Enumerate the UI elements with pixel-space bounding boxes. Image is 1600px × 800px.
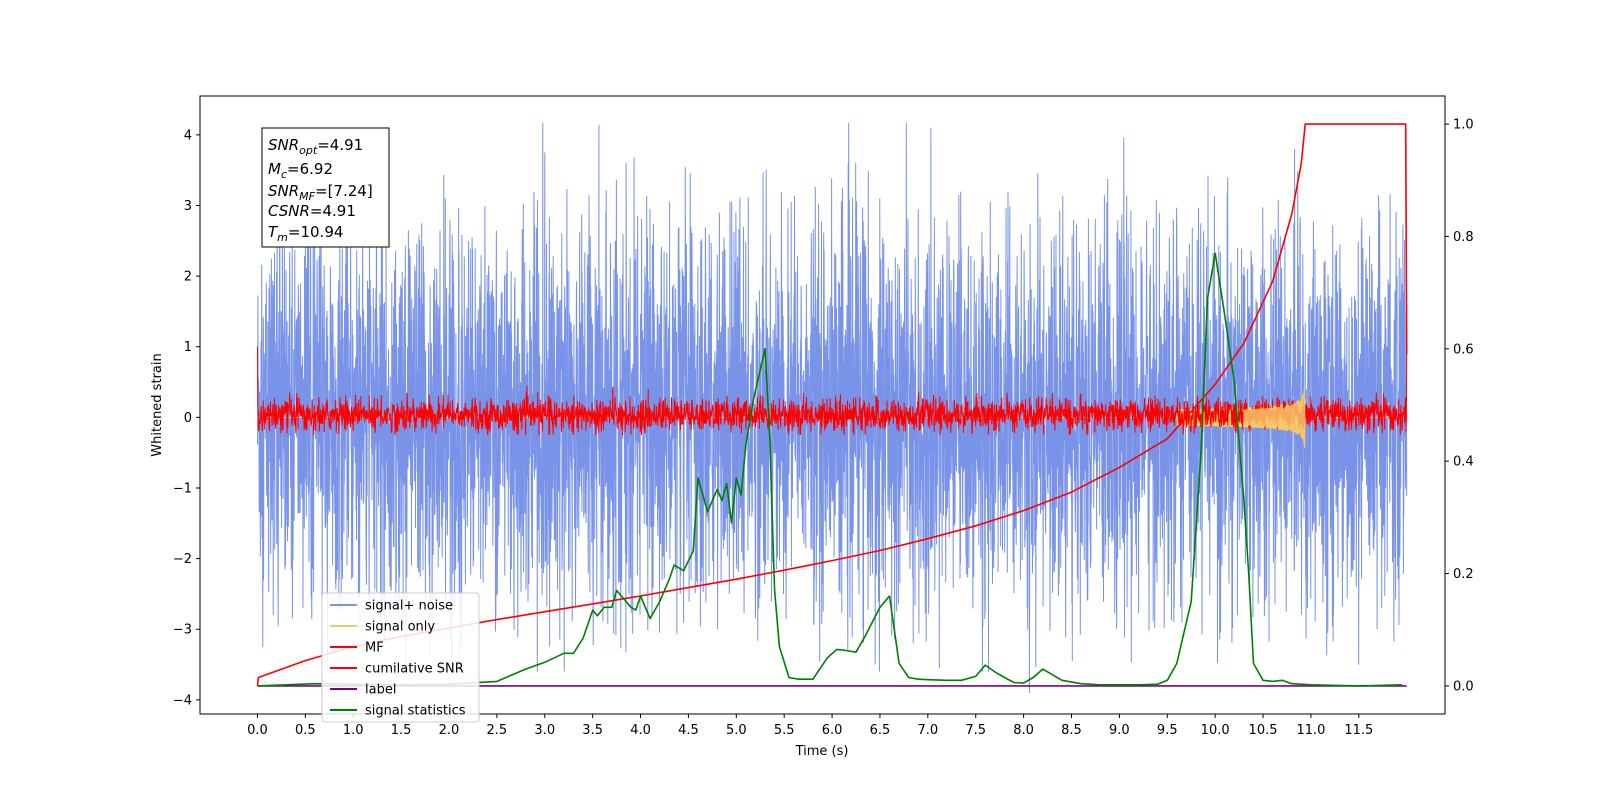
x-tick-label: 8.5: [1061, 723, 1082, 738]
y-axis-label: Whitened strain: [150, 353, 165, 456]
x-axis-label: Time (s): [795, 744, 849, 759]
legend-label: label: [365, 683, 396, 698]
series-signal-only-merger: [1243, 390, 1306, 448]
legend-label: cumilative SNR: [365, 662, 464, 677]
legend-frame: [321, 592, 480, 723]
legend: signal+ noise signal only MF cumilative SNR…: [321, 592, 480, 723]
y-tick-label: −3: [173, 623, 192, 638]
x-tick-label: 1.0: [343, 723, 364, 738]
info-box: SNRopt=4.91 Mc=6.92 SNRMF=[7.24] CSNR=4.…: [261, 127, 390, 248]
x-tick-label: 1.5: [391, 723, 412, 738]
series-mf-line: [257, 346, 1408, 436]
y2-tick-label: 0.0: [1453, 679, 1474, 694]
y2-tick-label: 0.2: [1453, 567, 1474, 582]
info-snr-mf: SNRMF=[7.24]: [268, 182, 373, 203]
x-tick-label: 9.5: [1157, 723, 1178, 738]
legend-label: signal only: [365, 620, 435, 635]
x-tick-label: 8.0: [1013, 723, 1034, 738]
y2-tick-label: 0.8: [1453, 230, 1474, 245]
y-tick-label: 4: [184, 128, 192, 143]
x-tick-label: 11.5: [1344, 723, 1373, 738]
x-tick-label: 0.5: [295, 723, 316, 738]
y2-tick-label: 0.6: [1453, 342, 1474, 357]
plot-frame: [199, 95, 1446, 715]
x-tick-label: 3.0: [534, 723, 555, 738]
series-signal-noise-line: [257, 122, 1408, 693]
y-axis-left: −4 −3 −2 −1 0 1 2 3 4: [173, 128, 200, 708]
x-tick-label: 7.0: [918, 723, 939, 738]
legend-label: signal+ noise: [365, 599, 453, 614]
x-tick-label: 4.5: [678, 723, 699, 738]
series-layer: [256, 122, 1408, 693]
y-axis-right: 0.0 0.2 0.4 0.6 0.8 1.0: [1445, 118, 1474, 694]
info-csnr: CSNR=4.91: [268, 202, 356, 220]
x-tick-label: 6.0: [822, 723, 843, 738]
y-tick-label: −4: [173, 693, 192, 708]
x-tick-label: 4.0: [630, 723, 651, 738]
x-tick-label: 6.5: [870, 723, 891, 738]
x-tick-label: 9.0: [1109, 723, 1130, 738]
y-tick-label: 2: [184, 270, 192, 285]
x-tick-label: 10.5: [1249, 723, 1278, 738]
y-tick-label: 0: [184, 411, 192, 426]
x-tick-label: 10.0: [1201, 723, 1230, 738]
x-tick-label: 2.5: [487, 723, 508, 738]
y-tick-label: −2: [173, 552, 192, 567]
x-axis: 0.0 0.5 1.0 1.5 2.0 2.5 3.0 3.5 4.0 4.5 5.0 5.5 6.0 6…: [247, 714, 1373, 738]
y-tick-label: 3: [184, 199, 192, 214]
info-mc: Mc=6.92: [268, 160, 333, 181]
legend-label: signal statistics: [365, 704, 466, 719]
y-tick-label: 1: [184, 340, 192, 355]
info-box-frame: [261, 127, 390, 248]
legend-label: MF: [365, 641, 384, 656]
x-tick-label: 5.0: [726, 723, 747, 738]
y2-tick-label: 0.4: [1453, 455, 1474, 470]
info-snr-opt: SNRopt=4.91: [268, 136, 363, 157]
x-tick-label: 7.5: [965, 723, 986, 738]
x-tick-label: 2.0: [439, 723, 460, 738]
x-tick-label: 3.5: [582, 723, 603, 738]
x-tick-label: 5.5: [774, 723, 795, 738]
x-tick-label: 11.0: [1296, 723, 1325, 738]
info-tm: Tm=10.94: [268, 223, 343, 244]
y-tick-label: −1: [173, 481, 192, 496]
x-tick-label: 0.0: [247, 723, 268, 738]
y2-tick-label: 1.0: [1453, 118, 1474, 133]
series-signal-statistics-line: [257, 252, 1402, 687]
